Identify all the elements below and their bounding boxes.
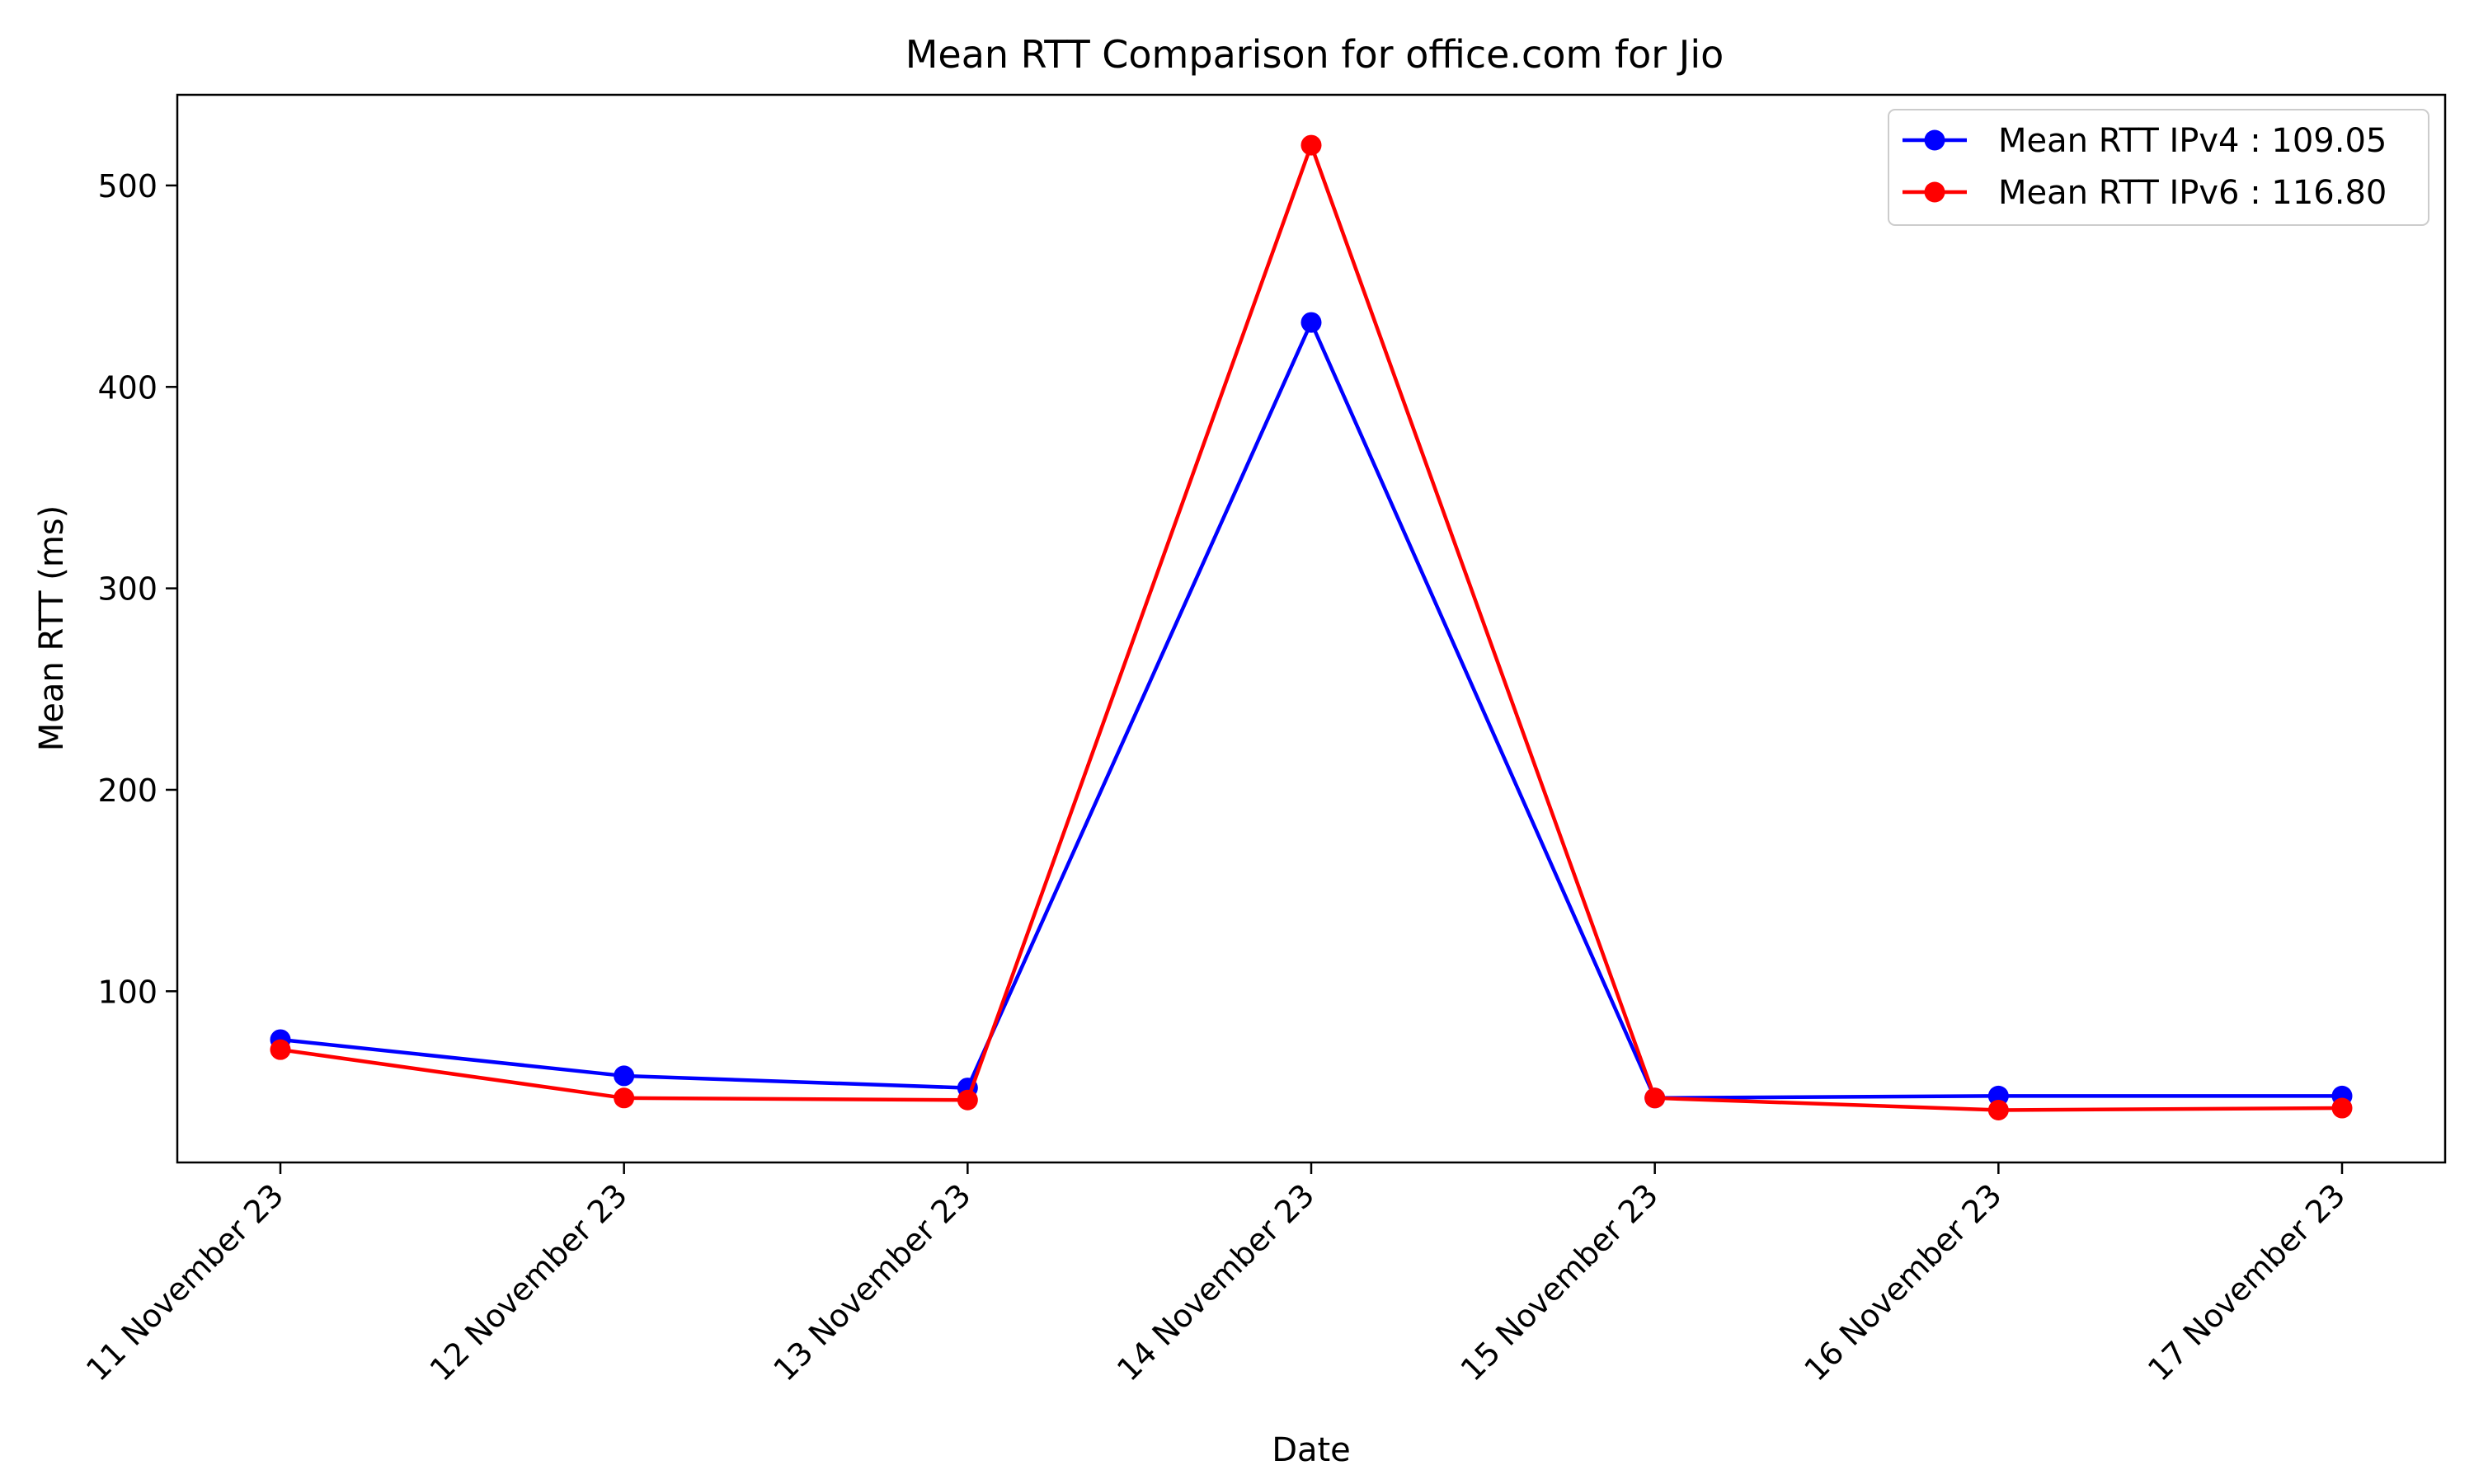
data-point bbox=[1987, 1099, 2009, 1120]
series-layer bbox=[270, 134, 2353, 1120]
data-point bbox=[1300, 312, 1322, 333]
series-2 bbox=[270, 134, 2353, 1120]
y-tick-label: 300 bbox=[97, 571, 158, 608]
data-point bbox=[614, 1087, 635, 1109]
chart-title: Mean RTT Comparison for office.com for J… bbox=[905, 32, 1724, 77]
y-axis-label: Mean RTT (ms) bbox=[33, 505, 71, 751]
legend-box bbox=[1888, 109, 2429, 226]
data-point bbox=[1987, 1085, 2009, 1106]
legend-label: Mean RTT IPv4 : 109.05 bbox=[1998, 122, 2387, 160]
x-axis-label: Date bbox=[1272, 1431, 1351, 1469]
y-tick-label: 500 bbox=[97, 168, 158, 204]
legend-label: Mean RTT IPv6 : 116.80 bbox=[1998, 174, 2387, 212]
y-tick-label: 400 bbox=[97, 369, 158, 406]
data-point bbox=[1300, 134, 1322, 156]
data-point bbox=[270, 1039, 291, 1060]
data-point bbox=[2331, 1097, 2353, 1119]
legend-marker bbox=[1924, 129, 1945, 151]
data-point bbox=[1644, 1087, 1666, 1109]
data-point bbox=[614, 1065, 635, 1087]
y-axis: 100 200 300 400 500 bbox=[97, 168, 177, 1010]
y-tick-label: 200 bbox=[97, 773, 158, 809]
legend-marker bbox=[1924, 181, 1945, 203]
legend: Mean RTT IPv4 : 109.05 Mean RTT IPv6 : 11… bbox=[1888, 109, 2429, 226]
data-point bbox=[957, 1089, 978, 1111]
y-tick-label: 100 bbox=[97, 974, 158, 1010]
